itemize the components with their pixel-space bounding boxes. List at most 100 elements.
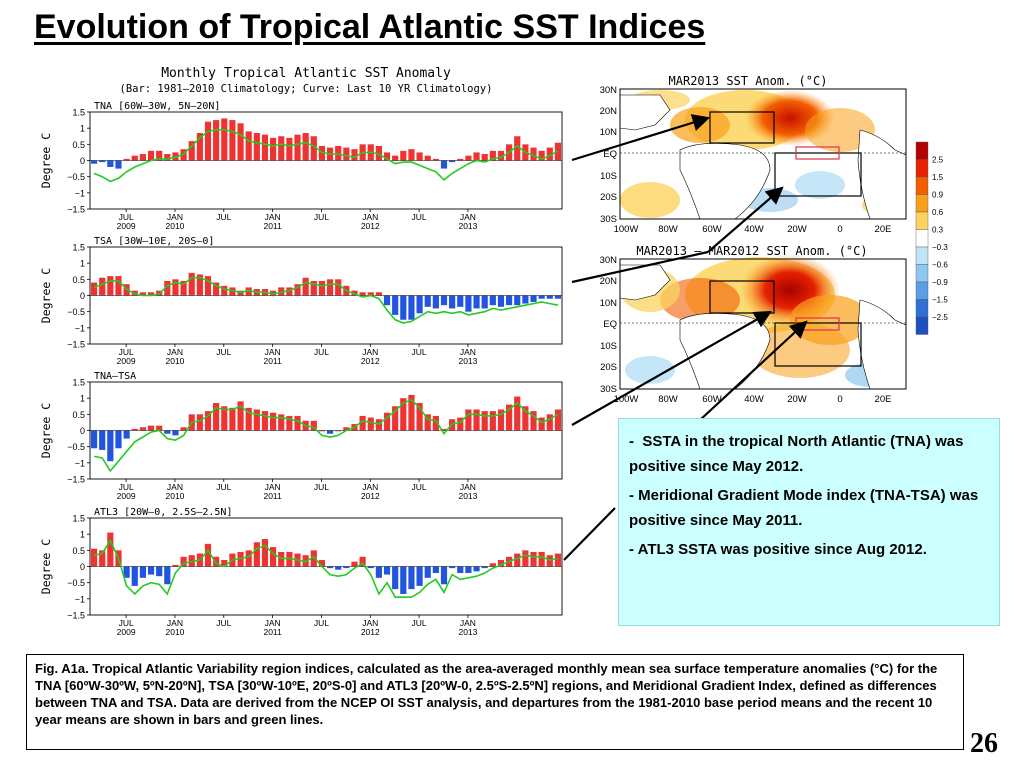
- bar: [554, 409, 562, 431]
- y-tick-label: 1: [80, 530, 85, 540]
- map2-lat-20s: 20S: [600, 362, 617, 373]
- bar: [400, 566, 407, 594]
- bar: [245, 131, 252, 161]
- bar: [465, 295, 472, 312]
- bar: [400, 150, 407, 161]
- bar: [489, 295, 496, 306]
- bar: [440, 566, 448, 585]
- bar: [156, 150, 163, 161]
- map1-lat-30s: 30S: [600, 214, 617, 225]
- bar: [457, 295, 464, 307]
- x-tick-year: 2009: [117, 627, 136, 637]
- bar: [131, 428, 138, 431]
- x-tick-month: JAN: [265, 347, 281, 357]
- bar: [90, 282, 98, 296]
- bar: [237, 551, 244, 567]
- bar: [530, 295, 537, 302]
- bar: [261, 411, 269, 431]
- bar: [514, 136, 521, 161]
- map1-lat-30n: 30N: [600, 85, 618, 96]
- map1-lat-10s: 10S: [600, 171, 617, 182]
- y-axis-label: Degree C: [39, 539, 53, 594]
- bar: [538, 295, 545, 299]
- bar: [164, 430, 171, 434]
- x-tick-month: JUL: [412, 347, 427, 357]
- colorbar-swatch: [915, 264, 929, 283]
- bar: [221, 285, 228, 296]
- bar: [107, 160, 114, 167]
- bar: [286, 415, 293, 431]
- map2-lon-20e: 20E: [875, 394, 892, 405]
- x-tick-year: 2010: [166, 491, 185, 501]
- bar: [318, 145, 326, 161]
- x-tick-month: JUL: [314, 618, 329, 628]
- bar: [343, 147, 350, 161]
- climatology-curve: [93, 129, 559, 183]
- bar: [432, 566, 439, 573]
- bar: [383, 152, 391, 161]
- colorbar-label: −0.3: [932, 243, 948, 252]
- bar: [278, 136, 285, 161]
- panel-label: TNA—TSA: [94, 371, 136, 382]
- bar: [343, 427, 350, 431]
- bar: [497, 295, 505, 307]
- y-tick-label: −0.5: [67, 578, 85, 588]
- x-tick-month: JAN: [460, 482, 476, 492]
- bar: [286, 137, 293, 161]
- bar: [213, 403, 220, 431]
- x-tick-month: JAN: [460, 618, 476, 628]
- bar: [457, 566, 464, 573]
- y-tick-label: 1: [80, 124, 85, 134]
- bar: [506, 404, 513, 431]
- bar: [180, 556, 187, 567]
- bar: [99, 277, 106, 296]
- colorbar-swatch: [915, 159, 929, 178]
- map1-lat-10n: 10N: [600, 127, 618, 138]
- y-tick-label: 1: [80, 259, 85, 269]
- bullet-gradient-text: Meridional Gradient Mode index (TNA-TSA)…: [629, 487, 979, 529]
- bar: [392, 295, 399, 315]
- bar: [408, 566, 415, 590]
- bar: [335, 279, 342, 296]
- map-mar2013-anom: MAR2013 SST Anom. (°C) 30N 20N 10N EQ 10…: [600, 74, 907, 225]
- summary-bullet-atl3: - ATL3 SSTA was positive since Aug 2012.: [629, 537, 989, 562]
- map1-lon-20e: 20E: [875, 224, 892, 235]
- bar: [440, 428, 448, 431]
- map1-lon-40w: 40W: [744, 224, 764, 235]
- summary-box: - SSTA in the tropical North Atlantic (T…: [618, 418, 1000, 626]
- bar: [107, 430, 114, 462]
- bar: [343, 566, 350, 569]
- bar: [424, 155, 431, 161]
- x-tick-month: JUL: [412, 618, 427, 628]
- bar: [99, 550, 106, 567]
- colorbar-swatch: [915, 176, 929, 195]
- bar: [310, 550, 317, 567]
- bar: [392, 155, 399, 161]
- x-tick-year: 2012: [361, 491, 380, 501]
- bar: [164, 154, 171, 161]
- bar: [221, 560, 228, 567]
- bar: [497, 409, 505, 431]
- bar: [416, 566, 423, 586]
- bar: [351, 149, 358, 161]
- bar: [310, 136, 317, 161]
- bar: [424, 414, 431, 431]
- panel-2: TSA [30W—10E, 20S—0] Degree C 1.5 1 0.5 0 −0.5…: [39, 236, 563, 366]
- bar: [278, 287, 285, 296]
- bar: [139, 154, 146, 161]
- bar: [147, 150, 155, 161]
- climatology-curve: [93, 538, 559, 599]
- bar: [457, 158, 464, 161]
- bar: [107, 532, 114, 567]
- map1-atl3-box: [795, 146, 840, 160]
- bar: [99, 430, 106, 450]
- bar: [188, 141, 195, 161]
- bar: [522, 550, 529, 567]
- bar: [213, 282, 220, 296]
- bar: [115, 160, 122, 169]
- slide-title: Evolution of Tropical Atlantic SST Indic…: [34, 8, 706, 46]
- map2-lon-100w: 100W: [614, 394, 639, 405]
- y-tick-label: 0.5: [72, 410, 85, 420]
- bar: [139, 427, 146, 431]
- bar: [416, 295, 423, 314]
